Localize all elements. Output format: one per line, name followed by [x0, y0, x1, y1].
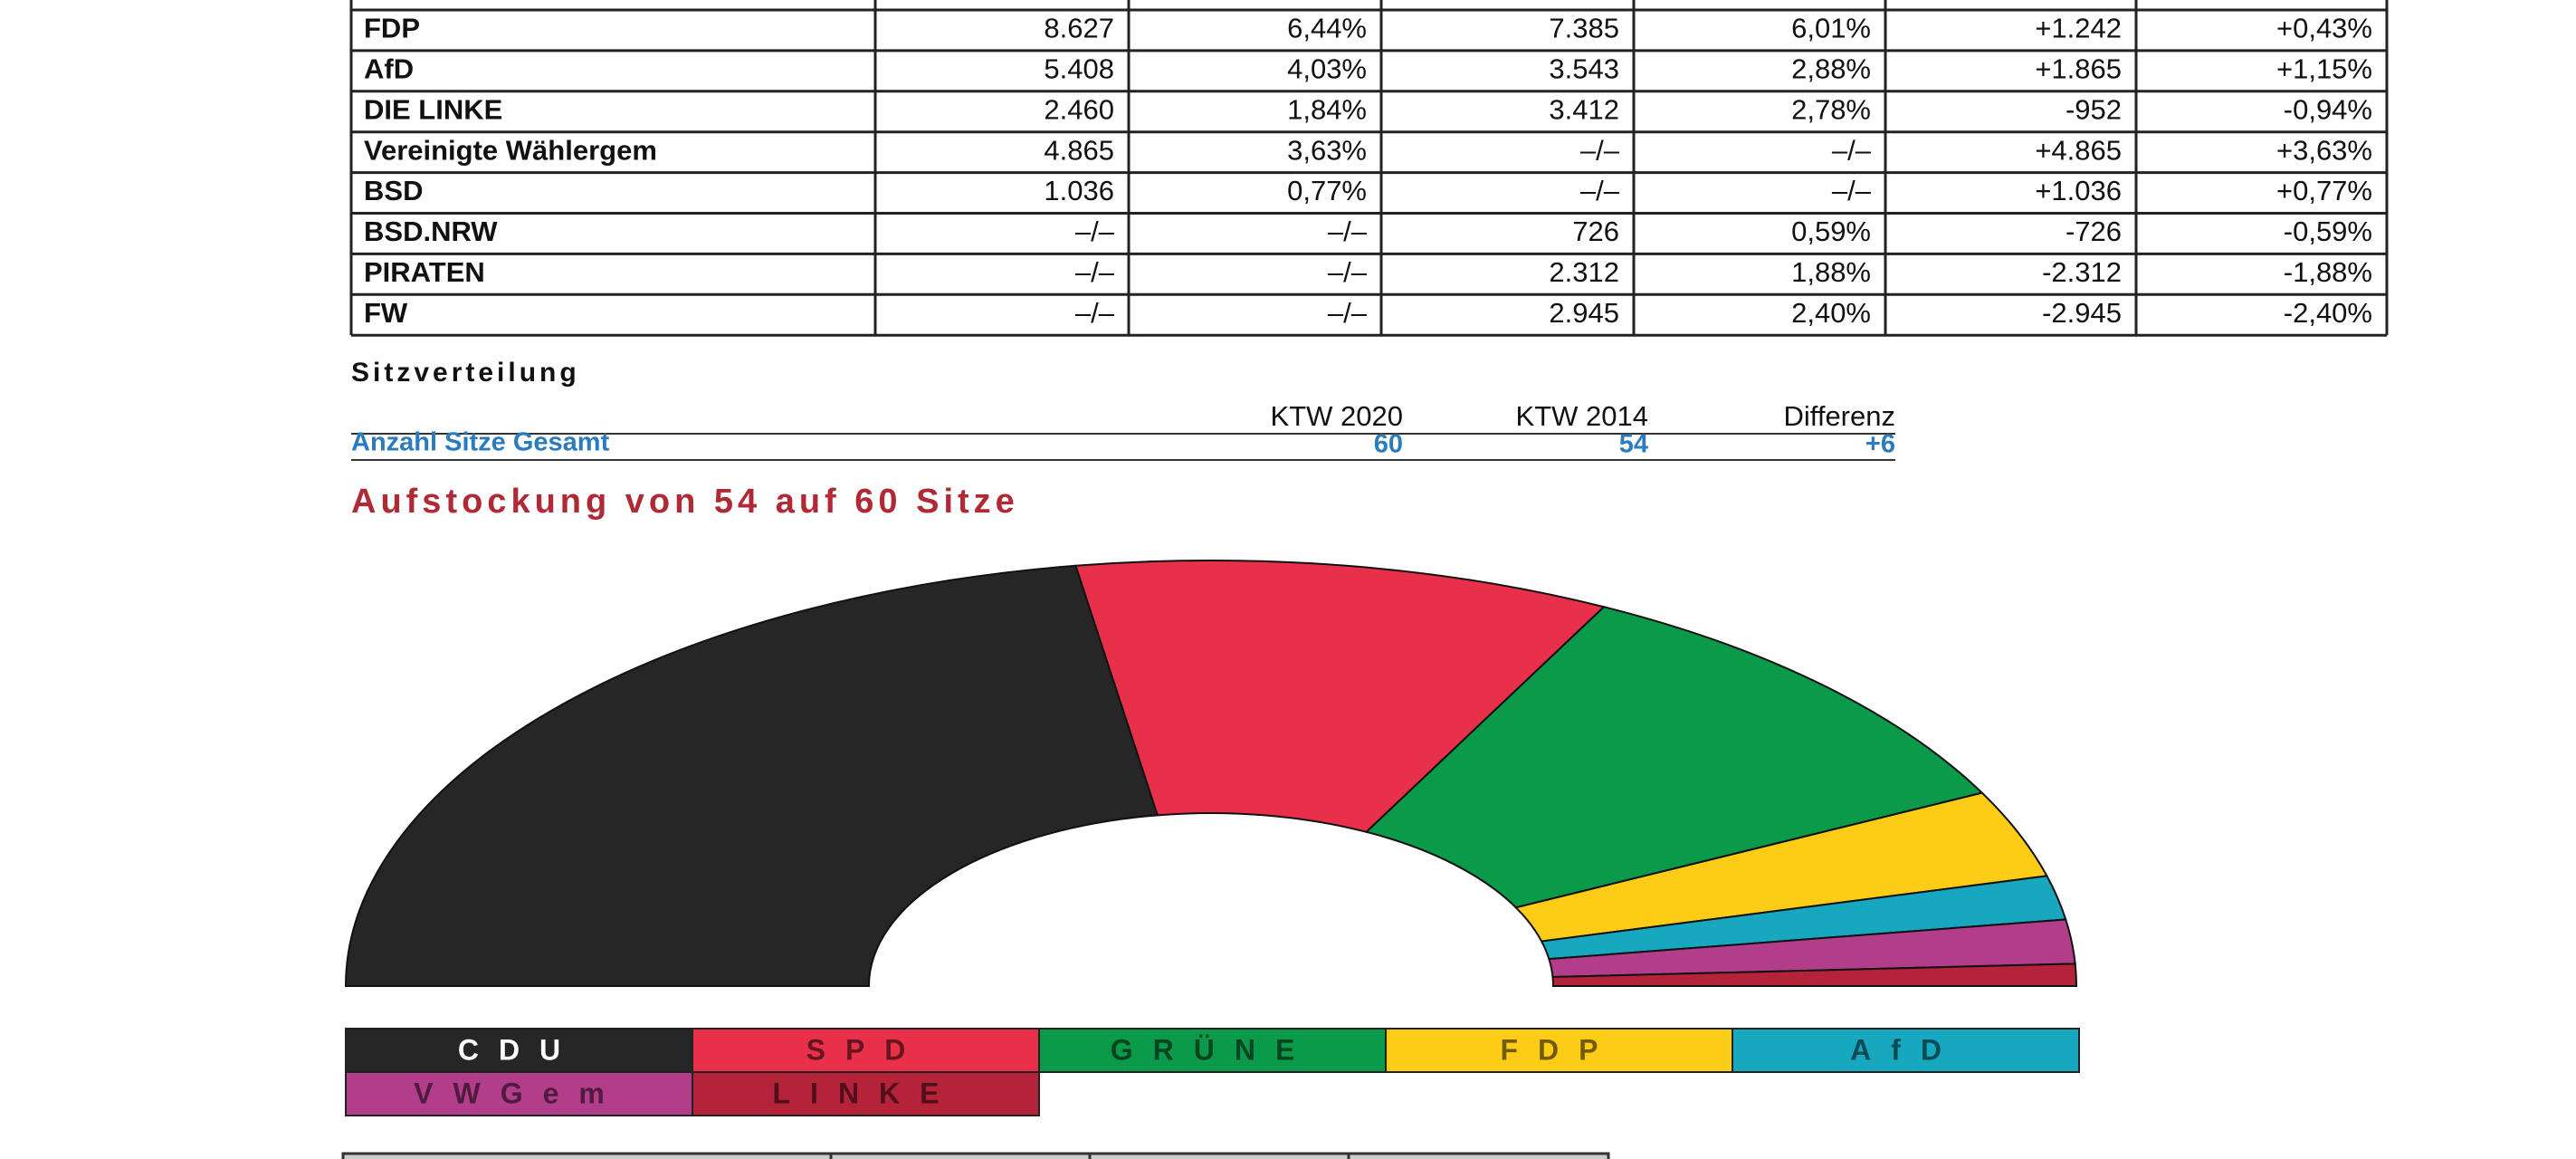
- cell: 8.627: [1044, 13, 1114, 44]
- row-label: BSD: [364, 175, 423, 206]
- legend-label: CDU: [458, 1033, 580, 1066]
- row-label: AfD: [364, 53, 414, 85]
- seat-value: +6: [1865, 430, 1895, 459]
- cell: 726: [1572, 216, 1619, 247]
- legend-label: AfD: [1850, 1033, 1961, 1066]
- row-label: FDP: [364, 13, 420, 44]
- cell: -952: [2066, 93, 2122, 125]
- cell: –/–: [1075, 216, 1115, 247]
- row-label: FW: [364, 297, 408, 329]
- row-label: BSD.NRW: [364, 216, 498, 247]
- cell: 4,03%: [1287, 53, 1367, 85]
- cell: 2,40%: [1791, 297, 1871, 329]
- cell: 1,88%: [1791, 256, 1871, 288]
- cell: –/–: [1328, 216, 1368, 247]
- cell: 3.412: [1549, 93, 1619, 125]
- column-header: Differenz: [1784, 400, 1896, 432]
- chart-title: Aufstockung von 54 auf 60 Sitze: [351, 483, 1019, 521]
- cell: –/–: [1075, 256, 1115, 288]
- cell: +1,15%: [2276, 53, 2372, 85]
- cell: 2.945: [1549, 297, 1619, 329]
- cell: 4.865: [1044, 134, 1114, 166]
- cell: –/–: [1832, 134, 1872, 166]
- cell: -1,88%: [2284, 256, 2372, 288]
- seat-value: 60: [1374, 430, 1403, 459]
- cell: 2.312: [1549, 256, 1619, 288]
- cell: +0,77%: [2276, 175, 2372, 206]
- legend-swatch: [692, 1028, 1040, 1073]
- cell: +0,43%: [2276, 13, 2372, 44]
- section-title: Sitzverteilung: [351, 358, 580, 388]
- legend-swatch: [345, 1071, 693, 1116]
- legend-swatch: [1385, 1028, 1733, 1073]
- cell: 7.385: [1549, 13, 1619, 44]
- seat-segment: [1364, 606, 1984, 909]
- cell: –/–: [1580, 175, 1620, 206]
- next-table: [341, 1152, 1610, 1159]
- cell: 1,84%: [1287, 93, 1367, 125]
- legend-label: GRÜNE: [1111, 1033, 1315, 1066]
- cell: –/–: [1075, 297, 1115, 329]
- cell: –/–: [1580, 134, 1620, 166]
- cell: -2.312: [2042, 256, 2122, 288]
- cell: –/–: [1832, 175, 1872, 206]
- seat-segment: [1551, 963, 2078, 987]
- row-label: Vereinigte Wählergem: [364, 134, 657, 166]
- row-label: DIE LINKE: [364, 93, 502, 125]
- cell: -0,94%: [2284, 93, 2372, 125]
- legend-label: SPD: [806, 1033, 926, 1066]
- cell: 0,77%: [1287, 175, 1367, 206]
- legend-swatch: [1732, 1028, 2080, 1073]
- legend-label: FDP: [1501, 1033, 1618, 1066]
- cell: 5.408: [1044, 53, 1114, 85]
- seat-segment: [1074, 560, 1607, 833]
- cell: +1.865: [2035, 53, 2122, 85]
- column-header: KTW 2020: [1271, 400, 1403, 432]
- cell: 6,01%: [1791, 13, 1871, 44]
- cell: 2,88%: [1791, 53, 1871, 85]
- cell: +3,63%: [2276, 134, 2372, 166]
- legend-label: LINKE: [773, 1077, 959, 1109]
- cell: +4.865: [2035, 134, 2122, 166]
- cell: 1.036: [1044, 175, 1114, 206]
- cell: -2.945: [2042, 297, 2122, 329]
- cell: 0,59%: [1791, 216, 1871, 247]
- seat-value: 54: [1619, 430, 1648, 459]
- cell: –/–: [1328, 297, 1368, 329]
- cell: -2,40%: [2284, 297, 2372, 329]
- legend-swatch: [692, 1071, 1040, 1116]
- cell: 6,44%: [1287, 13, 1367, 44]
- cell: -726: [2066, 216, 2122, 247]
- cell: –/–: [1328, 256, 1368, 288]
- cell: -0,59%: [2284, 216, 2372, 247]
- row-label: PIRATEN: [364, 256, 485, 288]
- cell: +1.242: [2035, 13, 2122, 44]
- legend-label: VWGem: [414, 1077, 625, 1109]
- cell: 2.460: [1044, 93, 1114, 125]
- cell: 3,63%: [1287, 134, 1367, 166]
- cell: 3.543: [1549, 53, 1619, 85]
- cell: 2,78%: [1791, 93, 1871, 125]
- column-header: KTW 2014: [1516, 400, 1648, 432]
- seat-segment: [344, 564, 1159, 987]
- cell: +1.036: [2035, 175, 2122, 206]
- row-label: Anzahl Sitze Gesamt: [351, 428, 610, 457]
